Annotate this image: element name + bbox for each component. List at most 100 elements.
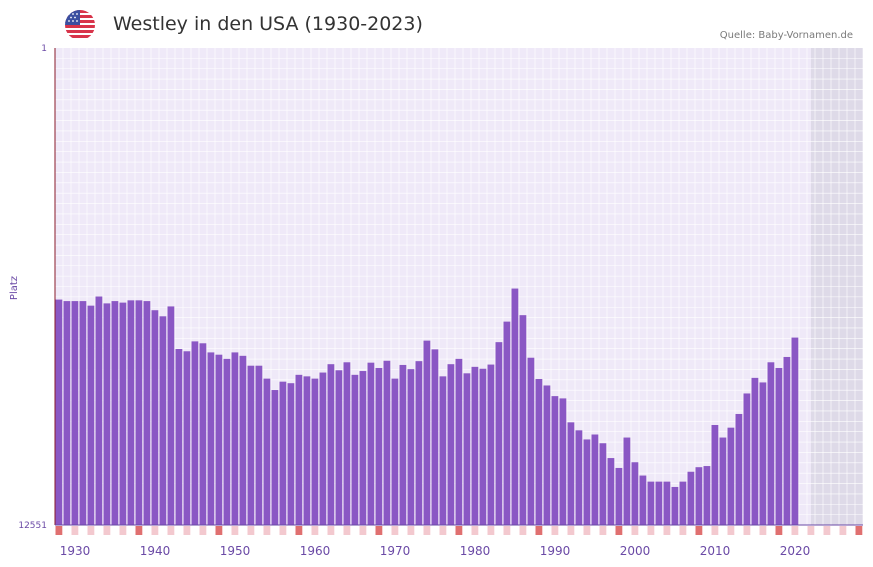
bar-1977 bbox=[447, 364, 455, 525]
bar-1982 bbox=[487, 364, 495, 525]
bar-1966 bbox=[359, 371, 367, 525]
us-flag-icon bbox=[65, 10, 95, 40]
year-marker bbox=[759, 526, 767, 535]
bar-1929 bbox=[63, 301, 71, 525]
year-marker bbox=[599, 526, 607, 535]
bar-2007 bbox=[687, 471, 695, 525]
year-marker bbox=[695, 526, 703, 535]
bar-1959 bbox=[303, 376, 311, 525]
bar-1968 bbox=[375, 367, 383, 525]
bar-2015 bbox=[751, 377, 759, 525]
bar-1953 bbox=[255, 365, 263, 525]
year-marker bbox=[615, 526, 623, 535]
x-tick-label: 1960 bbox=[300, 544, 331, 558]
x-tick-label: 2020 bbox=[780, 544, 811, 558]
bar-1954 bbox=[263, 378, 271, 525]
bar-1984 bbox=[503, 321, 511, 525]
bar-1980 bbox=[471, 366, 479, 525]
bar-1992 bbox=[567, 422, 575, 525]
bar-2004 bbox=[663, 481, 671, 525]
year-marker bbox=[279, 526, 287, 535]
bar-1951 bbox=[239, 355, 247, 525]
bar-1993 bbox=[575, 430, 583, 525]
bar-1948 bbox=[215, 354, 223, 525]
bar-1973 bbox=[415, 361, 423, 525]
x-ticks: 1930 1940 1950 1960 1970 1980 1990 2000 2010 2020 bbox=[60, 544, 811, 558]
bar-1978 bbox=[455, 358, 463, 525]
bar-1938 bbox=[135, 300, 143, 525]
year-marker bbox=[407, 526, 415, 535]
bar-1930 bbox=[71, 301, 79, 525]
year-marker bbox=[87, 526, 95, 535]
year-marker bbox=[55, 526, 63, 535]
year-marker bbox=[359, 526, 367, 535]
year-marker bbox=[679, 526, 687, 535]
bar-1960 bbox=[311, 378, 319, 525]
year-marker bbox=[263, 526, 271, 535]
bar-2001 bbox=[639, 475, 647, 525]
x-tick-label: 2010 bbox=[700, 544, 731, 558]
decade-markers bbox=[55, 526, 863, 535]
bar-1988 bbox=[535, 379, 543, 525]
bar-2020 bbox=[791, 337, 799, 525]
x-tick-label: 2000 bbox=[620, 544, 651, 558]
year-marker bbox=[215, 526, 223, 535]
year-marker bbox=[471, 526, 479, 535]
y-tick-label: 1 bbox=[41, 44, 47, 54]
source-credit: Quelle: Baby-Vornamen.de bbox=[719, 30, 853, 41]
year-marker bbox=[743, 526, 751, 535]
bar-2013 bbox=[735, 413, 743, 525]
year-marker bbox=[71, 526, 79, 535]
bar-2002 bbox=[647, 481, 655, 525]
year-marker bbox=[535, 526, 543, 535]
year-marker bbox=[519, 526, 527, 535]
bar-1979 bbox=[463, 373, 471, 525]
bar-1952 bbox=[247, 365, 255, 525]
year-marker bbox=[727, 526, 735, 535]
bar-1986 bbox=[519, 315, 527, 525]
bar-1990 bbox=[551, 396, 559, 525]
bar-2016 bbox=[759, 382, 767, 525]
bar-1969 bbox=[383, 360, 391, 525]
bar-1987 bbox=[527, 357, 535, 525]
bar-1998 bbox=[615, 467, 623, 525]
bar-1996 bbox=[599, 443, 607, 525]
bar-1974 bbox=[423, 340, 431, 525]
y-tick-label: 12551 bbox=[18, 521, 47, 531]
bar-1976 bbox=[439, 376, 447, 525]
bar-1999 bbox=[623, 437, 631, 525]
year-marker bbox=[839, 526, 847, 535]
bar-1937 bbox=[127, 300, 135, 525]
bar-1985 bbox=[511, 288, 519, 525]
bar-1956 bbox=[279, 381, 287, 525]
grid-lines bbox=[54, 48, 864, 525]
year-marker bbox=[775, 526, 783, 535]
y-ticks: 1 12551 bbox=[18, 44, 47, 531]
bar-2017 bbox=[767, 362, 775, 525]
bar-1997 bbox=[607, 458, 615, 525]
bar-1944 bbox=[183, 351, 191, 525]
bar-1964 bbox=[343, 362, 351, 525]
year-marker bbox=[567, 526, 575, 535]
bar-2011 bbox=[719, 437, 727, 525]
bar-1943 bbox=[175, 348, 183, 525]
bar-1961 bbox=[319, 372, 327, 525]
bar-1940 bbox=[151, 310, 159, 525]
year-marker bbox=[167, 526, 175, 535]
bar-1928 bbox=[55, 299, 63, 525]
bar-1962 bbox=[327, 364, 335, 525]
bars-group bbox=[55, 288, 799, 525]
bar-1947 bbox=[207, 352, 215, 525]
bar-1971 bbox=[399, 364, 407, 525]
year-marker bbox=[119, 526, 127, 535]
year-marker bbox=[247, 526, 255, 535]
year-marker bbox=[455, 526, 463, 535]
year-marker bbox=[647, 526, 655, 535]
bar-1949 bbox=[223, 358, 231, 525]
year-marker bbox=[631, 526, 639, 535]
bar-1936 bbox=[119, 302, 127, 525]
bar-1963 bbox=[335, 370, 343, 525]
year-marker bbox=[583, 526, 591, 535]
bar-1932 bbox=[87, 305, 95, 525]
bar-2012 bbox=[727, 427, 735, 525]
